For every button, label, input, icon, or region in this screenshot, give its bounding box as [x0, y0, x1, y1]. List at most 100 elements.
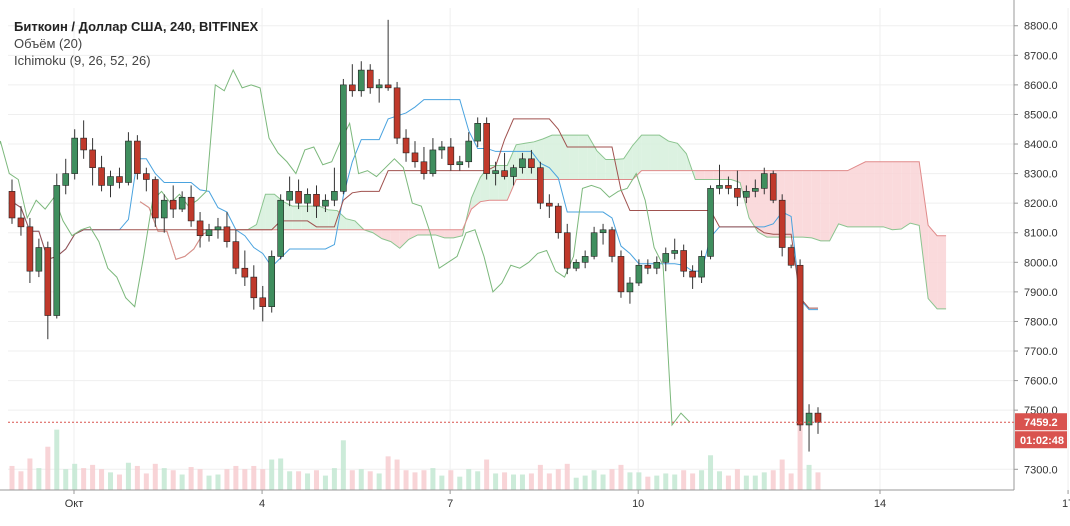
cloud-segment [919, 161, 929, 299]
volume-indicator-label[interactable]: Объём (20) [14, 36, 83, 51]
candle-up [277, 194, 284, 260]
volume-bar [18, 471, 24, 490]
price-axis[interactable]: 8800.0 8700.0 8600.0 8500.0 8400.0 8300.0 8200… [1013, 0, 1058, 490]
volume-bar [260, 469, 266, 490]
candle-up [160, 194, 168, 233]
cloud-segment [408, 229, 418, 240]
candle-down [778, 194, 786, 257]
volume-bar [385, 456, 391, 490]
cloud-segment [632, 135, 642, 180]
volume-bar [403, 470, 409, 490]
cloud-segment [811, 170, 821, 241]
volume-bar [36, 468, 42, 490]
volume-bar [511, 474, 517, 490]
volume-bar [287, 471, 293, 490]
cloud-segment [435, 229, 445, 238]
candles [8, 19, 822, 452]
time-tick-label: 4 [259, 498, 265, 510]
volume-bar [573, 477, 579, 490]
candle-down [725, 176, 732, 195]
candle-down [26, 217, 34, 284]
candle-body [62, 173, 70, 186]
volume-bar [502, 472, 508, 490]
cloud-segment [704, 170, 714, 180]
candle-body [438, 146, 446, 151]
volume-bar [555, 469, 561, 490]
candle-down [98, 155, 105, 192]
cloud-segment [838, 170, 848, 227]
cloud-segment [820, 170, 830, 241]
candle-body [8, 191, 16, 219]
symbol-title[interactable]: Биткоин / Доллар США, 240, BITFINEX [14, 19, 259, 34]
candle-body [698, 256, 705, 278]
volume-bar [716, 471, 722, 490]
volume-bar [358, 469, 364, 490]
volume-bar [322, 475, 328, 490]
volume-bar [493, 473, 499, 490]
volume-bar [215, 474, 221, 490]
candle-up [357, 61, 365, 97]
volume-bar [72, 463, 78, 490]
candle-body [546, 202, 553, 207]
candle-up [671, 238, 679, 260]
candle-up [581, 250, 589, 269]
candle-down [259, 285, 267, 322]
candle-body [17, 217, 25, 228]
cloud-segment [552, 135, 561, 180]
candle-up [107, 170, 114, 198]
candle-body [725, 185, 732, 189]
time-tick-label: Окт [65, 498, 84, 510]
cloud-segment [874, 161, 884, 227]
volume-bar [681, 470, 687, 490]
candle-body [313, 193, 320, 207]
candle-down [769, 170, 777, 204]
candle-body [402, 137, 410, 154]
candle-down [528, 149, 535, 174]
candle-body [53, 185, 61, 316]
candle-up [268, 250, 276, 313]
candle-down [80, 120, 87, 159]
cloud-segment [381, 229, 391, 242]
volume-bar [466, 469, 472, 490]
candle-body [160, 199, 168, 219]
time-tick-label: 17 [1062, 498, 1070, 510]
candle-down [349, 64, 356, 97]
candle-body [796, 264, 804, 426]
price-tick-label: 8700.0 [1024, 50, 1058, 62]
candle-down [411, 141, 419, 168]
time-axis[interactable]: Окт47101417212428 [0, 489, 1070, 510]
volume-bar [734, 469, 740, 490]
volume-bar [537, 464, 543, 490]
candle-down [295, 179, 302, 210]
candle-up [653, 256, 661, 275]
candle-body [734, 188, 741, 198]
volume-bar [331, 468, 337, 490]
volume-bar [269, 459, 275, 490]
candle-body [71, 137, 78, 174]
candle-down [787, 244, 795, 269]
candle-body [671, 250, 679, 254]
volume-bar [134, 465, 140, 490]
volume-bar [430, 468, 436, 490]
volume-bar [63, 469, 69, 490]
candle-up [760, 167, 768, 195]
candle-body [572, 262, 580, 269]
candle-down [232, 229, 240, 275]
volume-bar [439, 475, 445, 490]
candle-timer: 01:02:48 [1020, 435, 1064, 447]
candle-body [107, 176, 114, 186]
candle-body [689, 270, 696, 278]
candle-body [769, 173, 777, 201]
ichimoku-indicator-label[interactable]: Ichimoku (9, 26, 52, 26) [14, 53, 151, 68]
cloud-segment [471, 177, 481, 210]
price-tick-label: 7900.0 [1024, 287, 1058, 299]
candle-body [151, 179, 159, 219]
volume-bar [278, 458, 284, 490]
candle-body [787, 247, 795, 266]
volume-bar [743, 475, 749, 490]
volume-bar [582, 475, 588, 490]
candle-body [429, 149, 437, 174]
time-tick-label: 7 [447, 498, 453, 510]
